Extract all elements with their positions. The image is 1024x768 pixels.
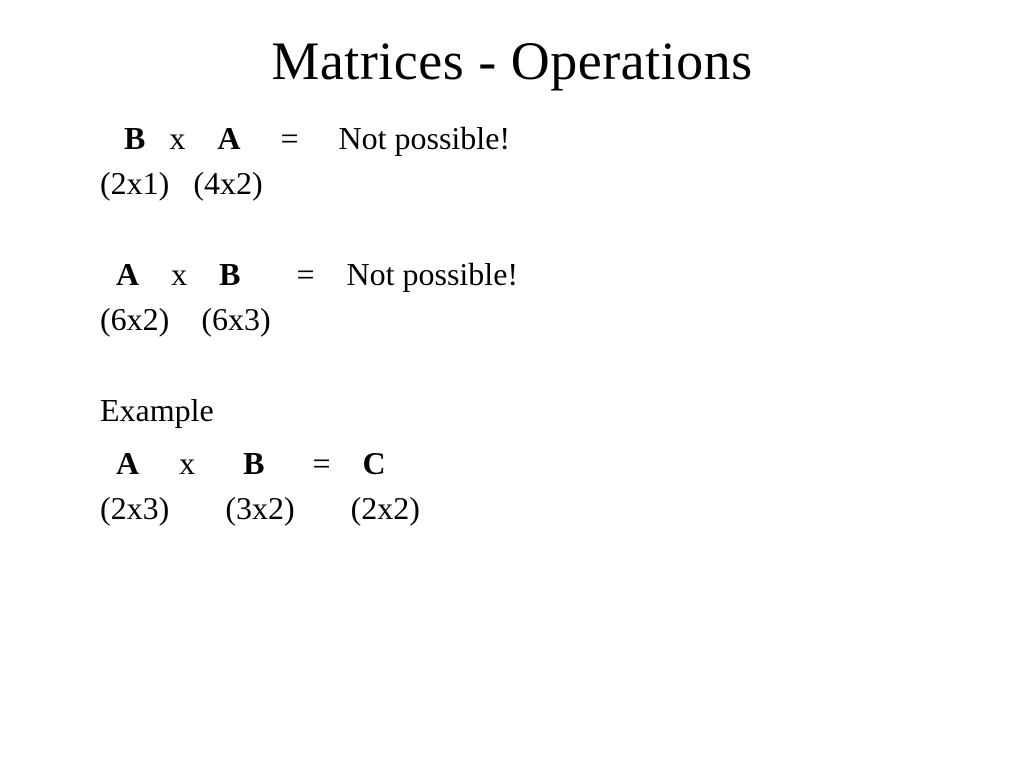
equation-2-dims: (6x2) (6x3) bbox=[100, 301, 924, 338]
equals-sign: = bbox=[312, 445, 330, 481]
dim-b: (2x1) bbox=[100, 165, 169, 201]
equation-3-dims: (2x3) (3x2) (2x2) bbox=[100, 490, 924, 527]
dim-b: (3x2) bbox=[225, 490, 294, 526]
dim-a: (4x2) bbox=[193, 165, 262, 201]
equation-3: A x B = C bbox=[100, 445, 924, 482]
result-text: Not possible! bbox=[339, 120, 511, 156]
matrix-b-symbol: B bbox=[219, 256, 240, 292]
equation-2: A x B = Not possible! bbox=[100, 256, 924, 293]
matrix-c-symbol: C bbox=[363, 445, 386, 481]
result-text: Not possible! bbox=[347, 256, 519, 292]
dim-c: (2x2) bbox=[351, 490, 420, 526]
matrix-b-symbol: B bbox=[243, 445, 264, 481]
matrix-b-symbol: B bbox=[124, 120, 145, 156]
times-operator: x bbox=[179, 445, 195, 481]
dim-b: (6x3) bbox=[201, 301, 270, 337]
matrix-a-symbol: A bbox=[116, 256, 139, 292]
equation-1-dims: (2x1) (4x2) bbox=[100, 165, 924, 202]
matrix-a-symbol: A bbox=[217, 120, 240, 156]
slide: Matrices - Operations B x A = Not possib… bbox=[0, 0, 1024, 768]
equals-sign: = bbox=[280, 120, 298, 156]
example-heading: Example bbox=[100, 392, 924, 429]
times-operator: x bbox=[171, 256, 187, 292]
times-operator: x bbox=[169, 120, 185, 156]
equation-1: B x A = Not possible! bbox=[100, 120, 924, 157]
dim-a: (2x3) bbox=[100, 490, 169, 526]
matrix-a-symbol: A bbox=[116, 445, 139, 481]
equals-sign: = bbox=[296, 256, 314, 292]
slide-title: Matrices - Operations bbox=[100, 30, 924, 92]
dim-a: (6x2) bbox=[100, 301, 169, 337]
